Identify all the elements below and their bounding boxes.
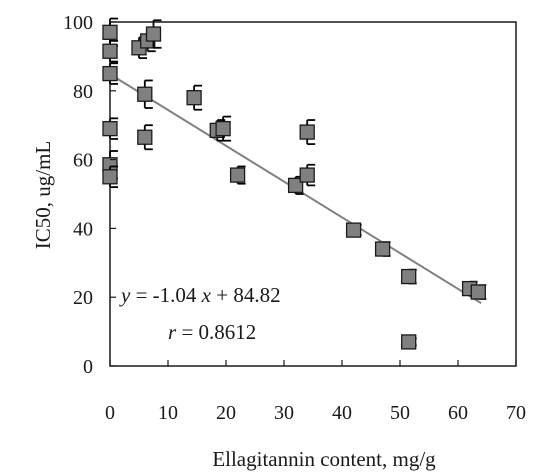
data-point	[299, 119, 316, 146]
x-tick-label: 40	[332, 402, 352, 424]
data-point	[102, 165, 118, 189]
point-marker	[345, 222, 362, 238]
y-tick-label: 20	[73, 287, 93, 309]
point-marker	[102, 65, 118, 82]
data-point	[102, 150, 118, 180]
data-point	[102, 40, 118, 63]
point-marker	[215, 120, 231, 137]
data-point	[287, 175, 304, 195]
point-marker	[299, 124, 315, 140]
data-point	[401, 268, 417, 285]
data-point	[215, 115, 232, 142]
point-marker	[374, 241, 391, 257]
data-point	[102, 117, 118, 140]
plot-border	[109, 21, 517, 367]
x-tick-label: 50	[390, 402, 410, 424]
point-marker	[287, 177, 304, 194]
x-tick-label: 30	[274, 402, 294, 424]
y-tick-label: 0	[83, 356, 93, 378]
equation-x-var: x	[201, 283, 212, 307]
data-point	[229, 165, 246, 185]
x-tick-label: 10	[158, 402, 178, 424]
r-value: = 0.8612	[181, 320, 256, 344]
equation-y-var: y	[119, 283, 131, 307]
point-marker	[401, 334, 417, 350]
data-points-group	[102, 17, 487, 350]
data-point	[137, 79, 153, 109]
data-point	[186, 84, 203, 111]
equation-intercept: + 84.82	[216, 283, 280, 307]
point-marker	[137, 86, 153, 102]
point-marker	[229, 167, 246, 183]
data-point	[401, 334, 417, 350]
data-point	[145, 19, 162, 49]
y-tick-label: 60	[73, 150, 93, 172]
data-point	[299, 163, 316, 187]
point-marker	[102, 24, 118, 40]
r-var: r	[168, 320, 177, 344]
data-point	[137, 124, 153, 151]
data-point	[470, 284, 487, 300]
x-tick-label: 60	[448, 402, 468, 424]
x-axis-title: Ellagitannin content, mg/g	[212, 447, 436, 471]
point-marker	[470, 284, 486, 300]
point-marker	[186, 90, 202, 106]
x-tick-label: 0	[105, 402, 115, 424]
equation-slope: = -1.04	[136, 283, 202, 307]
x-tick-label: 20	[216, 402, 236, 424]
point-marker	[102, 120, 118, 137]
y-axis-title: IC50, ug/mL	[31, 141, 55, 250]
y-tick-label: 80	[73, 81, 93, 103]
y-tick-label: 100	[63, 12, 93, 34]
data-point	[102, 62, 118, 85]
point-marker	[299, 167, 315, 183]
x-tick-label: 70	[506, 402, 526, 424]
plot-frame	[109, 21, 517, 367]
point-marker	[145, 26, 162, 42]
data-point	[374, 241, 391, 257]
data-point	[345, 222, 362, 238]
correlation-coefficient: r = 0.8612	[168, 320, 256, 344]
point-marker	[401, 268, 417, 285]
tick-labels-group: 0 10 20 30 40 50 60 70 0 20 40 60 80 100	[63, 12, 526, 424]
regression-equation: y = -1.04 x + 84.82	[119, 283, 281, 307]
y-tick-label: 40	[73, 218, 93, 240]
point-marker	[137, 129, 153, 145]
point-marker	[102, 169, 118, 185]
point-marker	[102, 43, 118, 59]
